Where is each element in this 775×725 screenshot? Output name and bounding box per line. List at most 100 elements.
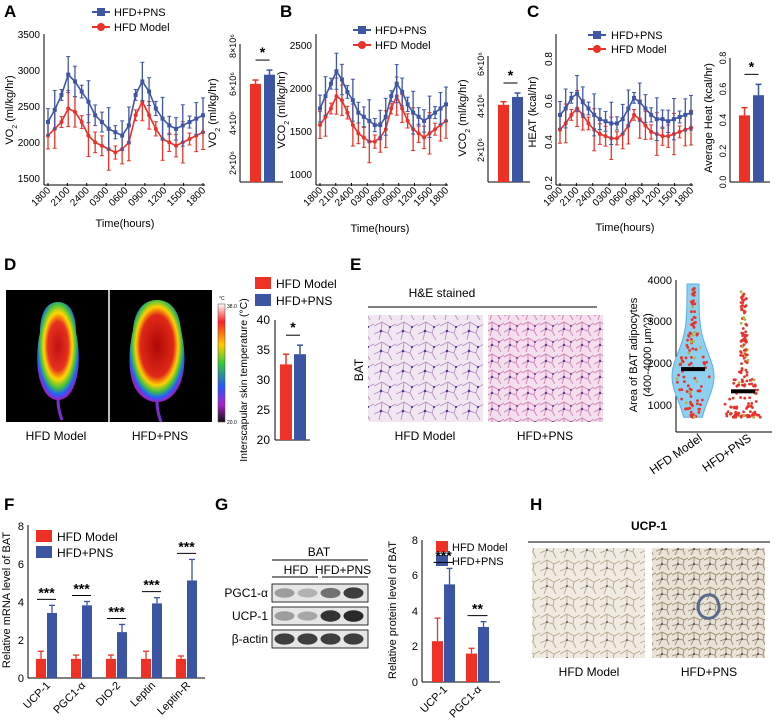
data-point bbox=[742, 343, 746, 347]
data-point bbox=[187, 120, 192, 125]
bar-pns bbox=[152, 603, 162, 678]
data-point bbox=[748, 415, 752, 419]
western-blot bbox=[271, 583, 369, 649]
data-point bbox=[350, 123, 355, 128]
c-bar-ytick: 0.2 bbox=[718, 145, 728, 158]
data-point bbox=[732, 414, 736, 418]
data-point bbox=[742, 414, 746, 417]
b-timeseries bbox=[318, 52, 448, 164]
d-img2-label: HFD+PNS bbox=[132, 429, 188, 443]
data-point bbox=[671, 117, 676, 122]
data-point bbox=[52, 107, 57, 112]
g-group1: HFD bbox=[284, 563, 309, 577]
data-point bbox=[603, 119, 608, 124]
data-point bbox=[677, 115, 682, 120]
data-point bbox=[739, 415, 743, 419]
data-point bbox=[356, 131, 361, 136]
thermal-scale-bar bbox=[217, 303, 226, 423]
g-legend: HFD Model HFD+PNS bbox=[436, 541, 508, 568]
bar-model bbox=[250, 83, 261, 182]
data-point bbox=[339, 98, 344, 103]
data-point bbox=[745, 373, 749, 377]
panel-a-letter: A bbox=[4, 2, 16, 21]
legend-marker bbox=[358, 26, 366, 34]
data-point bbox=[194, 116, 199, 121]
data-point bbox=[680, 356, 683, 360]
g-ytick: 2 bbox=[412, 641, 418, 653]
data-point bbox=[744, 322, 748, 326]
data-point bbox=[742, 410, 745, 414]
data-point bbox=[99, 120, 104, 125]
data-point bbox=[147, 113, 152, 118]
data-point bbox=[696, 399, 699, 403]
data-point bbox=[740, 378, 744, 382]
bar-pns bbox=[47, 612, 57, 678]
x-category-label: PGC1-α bbox=[51, 679, 88, 716]
bar-pns bbox=[444, 584, 455, 682]
b-bar-ylabel: VCO2 (ml/kg/hr) bbox=[457, 79, 472, 156]
data-point bbox=[757, 413, 761, 417]
panel-e: E H&E stained BAT HFD Model HFD+PNS 1000… bbox=[350, 255, 772, 477]
data-point bbox=[690, 355, 693, 359]
data-point bbox=[739, 350, 743, 354]
data-point bbox=[318, 123, 322, 128]
c-bar-yticks: 0.0 0.2 0.4 0.6 0.8 bbox=[718, 52, 728, 189]
b-bar-ytick: 6×10⁶ bbox=[476, 52, 486, 76]
data-point bbox=[692, 299, 695, 303]
bar-model bbox=[739, 115, 750, 182]
data-point bbox=[575, 91, 580, 96]
b-ytick: 2500 bbox=[290, 41, 313, 52]
data-point bbox=[411, 110, 416, 115]
data-point bbox=[689, 361, 693, 365]
legend-swatch bbox=[436, 541, 448, 552]
data-point bbox=[696, 402, 699, 406]
data-point bbox=[699, 385, 703, 388]
e-ytick: 3000 bbox=[648, 316, 672, 328]
data-point bbox=[427, 114, 432, 119]
data-point bbox=[416, 131, 421, 136]
data-point bbox=[86, 99, 91, 104]
a-bar-ytick: 2×10⁶ bbox=[228, 151, 238, 175]
data-point bbox=[680, 397, 684, 401]
data-point bbox=[723, 402, 727, 406]
e-ytick: 2000 bbox=[648, 358, 672, 370]
h-img1-label: HFD Model bbox=[559, 665, 620, 679]
data-point bbox=[743, 337, 747, 340]
data-point bbox=[740, 362, 743, 366]
legend-pns: HFD+PNS bbox=[57, 546, 113, 560]
data-point bbox=[735, 384, 739, 388]
data-point bbox=[372, 139, 377, 144]
data-point bbox=[649, 129, 654, 134]
data-point bbox=[685, 343, 689, 347]
data-point bbox=[693, 287, 696, 290]
data-point bbox=[742, 292, 746, 296]
data-point bbox=[745, 379, 749, 383]
data-point bbox=[675, 377, 679, 381]
g-ytick: 4 bbox=[412, 606, 418, 618]
data-point bbox=[689, 337, 693, 341]
data-point bbox=[632, 112, 637, 117]
data-point bbox=[637, 100, 642, 105]
legend-swatch bbox=[255, 277, 271, 289]
c-bar-chart: * bbox=[739, 58, 764, 182]
data-point bbox=[678, 363, 682, 367]
data-point bbox=[743, 318, 747, 321]
f-ytick: 2 bbox=[18, 635, 24, 647]
data-point bbox=[187, 136, 192, 141]
data-point bbox=[684, 356, 688, 360]
data-point bbox=[752, 415, 756, 419]
data-point bbox=[699, 403, 702, 406]
c-ytick: 0.8 bbox=[544, 52, 555, 66]
data-point bbox=[691, 333, 695, 337]
data-point bbox=[361, 135, 366, 140]
data-point bbox=[701, 355, 705, 359]
b-bar-yticks: 2×10⁶ 4×10⁶ 6×10⁶ bbox=[476, 52, 486, 162]
data-point bbox=[66, 106, 71, 111]
data-point bbox=[120, 133, 125, 138]
data-point bbox=[689, 400, 692, 404]
x-tick-label: 2100 bbox=[49, 185, 73, 209]
significance-label: *** bbox=[178, 538, 195, 554]
data-point bbox=[153, 126, 158, 131]
data-point bbox=[689, 110, 693, 115]
legend-marker bbox=[593, 31, 601, 39]
